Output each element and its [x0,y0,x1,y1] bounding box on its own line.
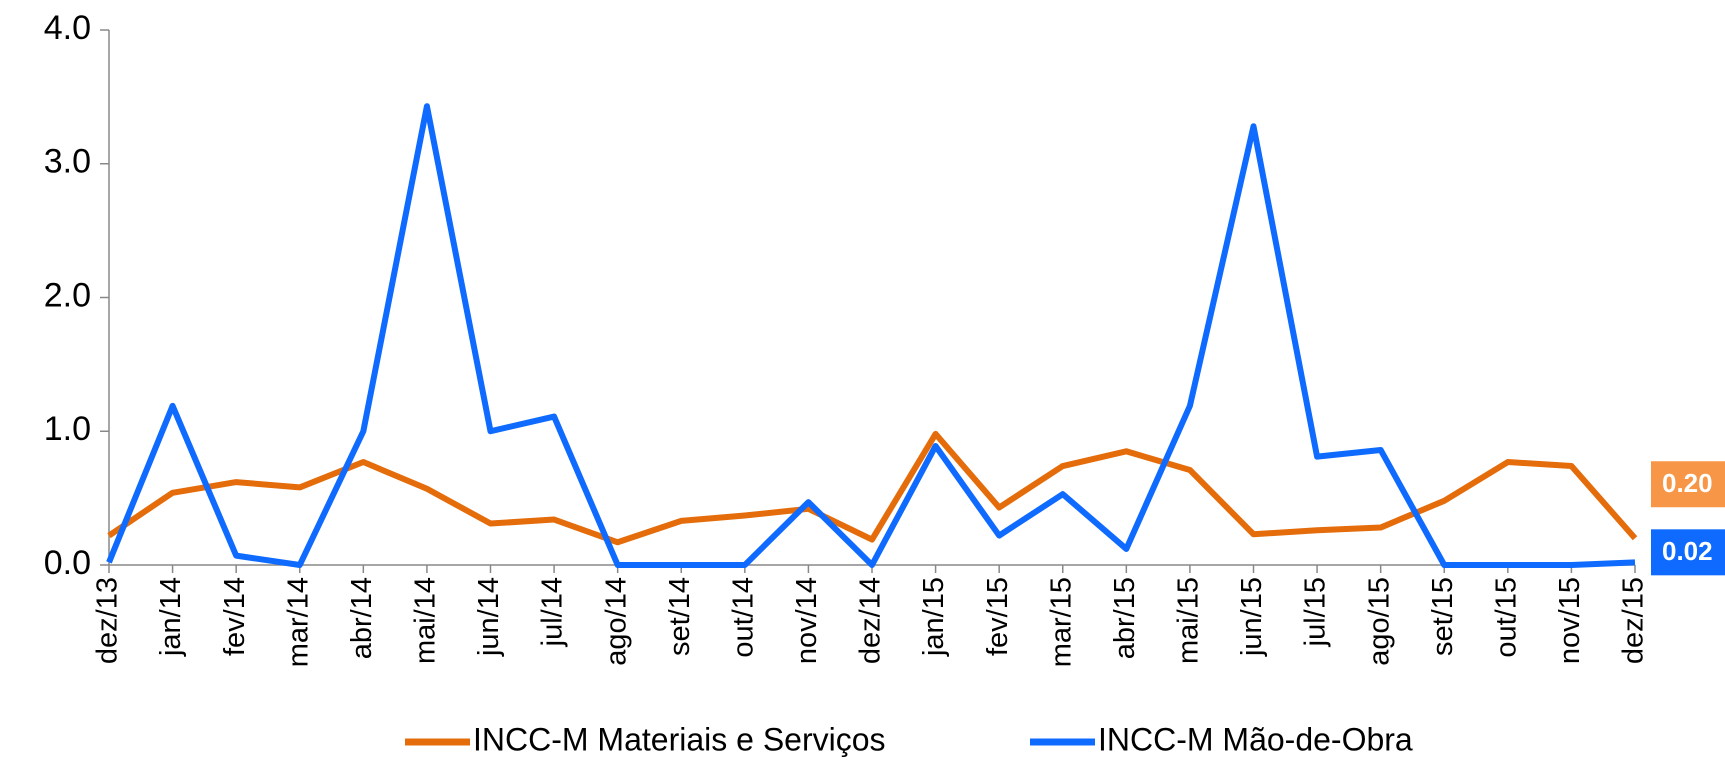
x-tick-label: ago/14 [600,577,632,666]
x-tick-label: abr/14 [346,577,378,659]
x-tick-label: nov/14 [791,577,823,664]
y-tick-label: 1.0 [44,410,91,448]
legend-label: INCC-M Mão-de-Obra [1098,721,1413,757]
x-tick-label: out/15 [1490,577,1522,658]
x-tick-label: fev/14 [219,577,251,656]
series-line [107,430,1638,546]
x-tick-label: abr/15 [1109,577,1141,659]
x-tick-label: fev/15 [982,577,1014,656]
end-label-box [1651,529,1725,576]
x-tick-label: set/15 [1427,577,1459,656]
x-tick-label: mar/15 [1045,577,1077,667]
x-tick-label: dez/13 [92,577,124,664]
series-line [106,103,1636,568]
x-tick-label: dez/14 [855,577,887,664]
end-label-box [1651,461,1725,508]
x-tick-label: mar/14 [282,577,314,667]
x-tick-label: nov/15 [1554,577,1586,664]
y-tick-label: 3.0 [44,143,91,181]
y-tick-label: 0.0 [44,544,91,582]
x-tick-label: set/14 [664,577,696,656]
x-tick-label: jun/15 [1236,577,1268,657]
x-tick-label: jan/15 [918,577,950,657]
x-tick-label: dez/15 [1618,577,1650,664]
x-tick-label: jul/14 [537,577,569,647]
y-tick-label: 2.0 [44,276,91,314]
end-label: 0.20 [1662,468,1713,498]
legend-label: INCC-M Materiais e Serviços [473,721,886,757]
x-tick-label: ago/15 [1363,577,1395,666]
x-tick-label: out/14 [727,577,759,658]
end-label: 0.02 [1662,536,1713,566]
x-tick-label: jun/14 [473,577,505,657]
x-tick-label: jul/15 [1300,577,1332,647]
x-tick-label: mai/15 [1173,577,1205,664]
x-tick-label: jan/14 [155,577,187,657]
y-tick-label: 4.0 [44,9,91,47]
x-tick-label: mai/14 [410,577,442,664]
